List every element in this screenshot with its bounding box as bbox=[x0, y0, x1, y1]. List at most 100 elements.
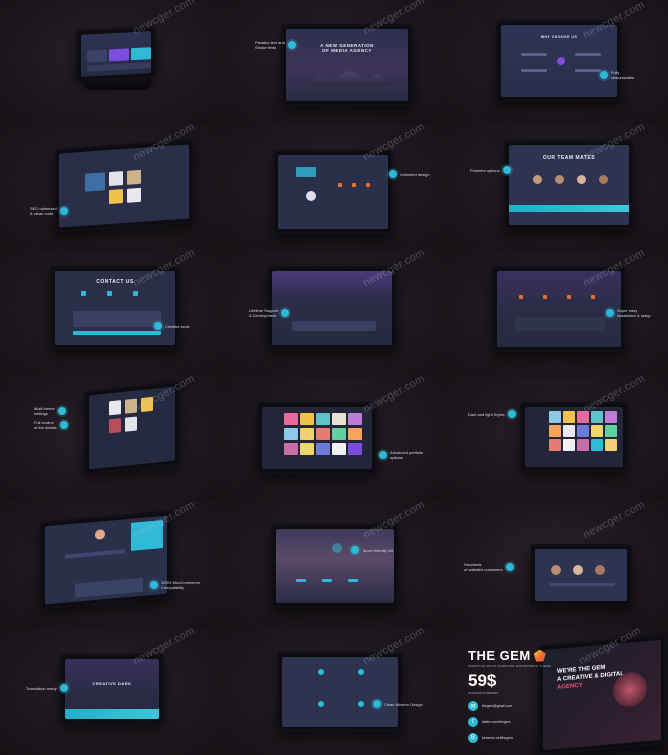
callout: Lifetime Support & Development bbox=[249, 308, 290, 318]
callout: Translation ready bbox=[26, 684, 68, 692]
laptop-screen bbox=[497, 271, 621, 347]
laptop bbox=[277, 652, 403, 732]
info-dot-icon bbox=[154, 322, 162, 330]
laptop: OUR TEAM MATES bbox=[504, 140, 634, 230]
info-dot-icon bbox=[507, 410, 516, 418]
cell-3: WHY CHOOSE US Fully customizable bbox=[446, 0, 668, 124]
contact-behance[interactable]: B behance.net/thegem bbox=[468, 733, 551, 743]
cell-5: Unlimited design bbox=[223, 126, 445, 250]
laptop bbox=[520, 402, 628, 472]
callout: Advanced portfolio options bbox=[379, 450, 423, 460]
price-sub: ON ENVATO MARKET bbox=[468, 691, 499, 695]
laptop-screen: OUR TEAM MATES bbox=[509, 145, 629, 225]
promo-block: THE GEM CREATIVE MULTI-PURPOSE WORDPRESS… bbox=[468, 648, 551, 743]
laptop bbox=[271, 524, 399, 608]
info-dot-icon bbox=[373, 700, 381, 708]
info-dot-icon bbox=[379, 451, 387, 459]
laptop-screen bbox=[59, 144, 189, 228]
laptop: WHY CHOOSE US bbox=[496, 20, 622, 102]
cell-14: Touch friendly UX bbox=[223, 504, 445, 628]
laptop-screen: CREATIVE DARK bbox=[65, 659, 159, 719]
laptop bbox=[273, 150, 393, 234]
laptop: WE'RE THE GEM A CREATIVE & DIGITAL AGENC… bbox=[538, 634, 666, 755]
laptop-screen bbox=[89, 386, 175, 470]
cell-12: Dark and light Styles bbox=[446, 378, 668, 502]
cell-11: Advanced portfolio options bbox=[223, 378, 445, 502]
laptop-screen bbox=[262, 407, 372, 469]
laptop-screen bbox=[535, 549, 627, 601]
laptop bbox=[40, 510, 172, 610]
laptop-screen bbox=[525, 407, 623, 467]
behance-icon: B bbox=[468, 733, 478, 743]
callout: SEO optimized & clean code bbox=[30, 206, 68, 216]
laptop-screen bbox=[272, 271, 392, 345]
contact-mail[interactable]: ✉ thegem@gmail.com bbox=[468, 701, 551, 711]
info-dot-icon bbox=[150, 581, 158, 589]
gem-icon bbox=[533, 649, 546, 662]
price: 59$ bbox=[468, 671, 497, 690]
cell-10: Multi theme settings Full control of the… bbox=[0, 378, 222, 502]
info-dot-icon bbox=[389, 170, 397, 178]
laptop-screen bbox=[278, 155, 388, 229]
callout: Fully customizable bbox=[600, 70, 634, 80]
info-dot-icon bbox=[287, 41, 296, 49]
info-dot-icon bbox=[505, 563, 514, 571]
laptop-screen: A NEW GENERATION OF MEDIA AGENCY bbox=[286, 29, 408, 101]
callout: 100% WooCommerce Compatibility bbox=[150, 580, 200, 590]
cell-promo: WE'RE THE GEM A CREATIVE & DIGITAL AGENC… bbox=[446, 630, 668, 755]
info-dot-icon bbox=[281, 309, 290, 317]
info-dot-icon bbox=[502, 166, 511, 174]
info-dot-icon bbox=[59, 421, 68, 429]
callout: Touch friendly UX bbox=[351, 546, 393, 554]
callout: Unlimited design bbox=[389, 170, 430, 178]
contact-twitter[interactable]: t twitter.com/thegem bbox=[468, 717, 551, 727]
laptop-screen bbox=[282, 657, 398, 727]
info-dot-icon bbox=[59, 207, 68, 215]
laptop-screen bbox=[45, 515, 167, 605]
laptop bbox=[257, 402, 377, 474]
info-dot-icon bbox=[57, 407, 66, 415]
twitter-icon: t bbox=[468, 717, 478, 727]
cell-2: A NEW GENERATION OF MEDIA AGENCY Paralla… bbox=[223, 0, 445, 124]
cell-16: CREATIVE DARK Translation ready bbox=[0, 630, 222, 755]
laptop-screen bbox=[276, 529, 394, 603]
cell-13: 100% WooCommerce Compatibility bbox=[0, 504, 222, 628]
mail-icon: ✉ bbox=[468, 701, 478, 711]
callout: Full control of the details bbox=[34, 420, 68, 430]
info-dot-icon bbox=[600, 71, 608, 79]
callout: Clean Modern Design bbox=[373, 700, 423, 708]
laptop bbox=[267, 266, 397, 350]
laptop: CONTACT US bbox=[50, 266, 180, 350]
cell-6: OUR TEAM MATES Powerful options bbox=[446, 126, 668, 250]
laptop bbox=[492, 266, 626, 352]
laptop-screen: WHY CHOOSE US bbox=[501, 25, 617, 97]
callout: Parallax text and Stroke texts bbox=[255, 40, 296, 50]
brand-logo: THE GEM bbox=[468, 648, 551, 663]
info-dot-icon bbox=[351, 546, 359, 554]
tagline: CREATIVE MULTI-PURPOSE WORDPRESS THEME bbox=[468, 664, 552, 668]
callout: Multi theme settings bbox=[34, 406, 66, 416]
hero-line-3: AGENCY bbox=[557, 682, 583, 691]
laptop-screen: CONTACT US bbox=[55, 271, 175, 345]
info-dot-icon bbox=[606, 309, 614, 317]
callout: Super easy installation & setup bbox=[606, 308, 651, 318]
cell-17: Clean Modern Design bbox=[223, 630, 445, 755]
cell-1 bbox=[0, 0, 222, 124]
cell-9: Super easy installation & setup bbox=[446, 252, 668, 376]
callout: Creative tools bbox=[154, 322, 189, 330]
laptop bbox=[84, 380, 180, 476]
callout: Powerful options bbox=[470, 166, 511, 174]
cell-15: Hundreds of satisfied customers bbox=[446, 504, 668, 628]
hero-title: A NEW GENERATION OF MEDIA AGENCY bbox=[320, 43, 374, 53]
laptop: CREATIVE DARK bbox=[60, 654, 164, 724]
laptop bbox=[54, 139, 194, 233]
laptop-screen bbox=[81, 31, 151, 77]
laptop bbox=[76, 25, 156, 83]
callout: Dark and light Styles bbox=[468, 410, 516, 418]
laptop bbox=[530, 544, 632, 606]
laptop: A NEW GENERATION OF MEDIA AGENCY bbox=[281, 24, 413, 106]
laptop-screen: WE'RE THE GEM A CREATIVE & DIGITAL AGENC… bbox=[543, 639, 661, 751]
cell-8: Lifetime Support & Development bbox=[223, 252, 445, 376]
cell-4: SEO optimized & clean code bbox=[0, 126, 222, 250]
